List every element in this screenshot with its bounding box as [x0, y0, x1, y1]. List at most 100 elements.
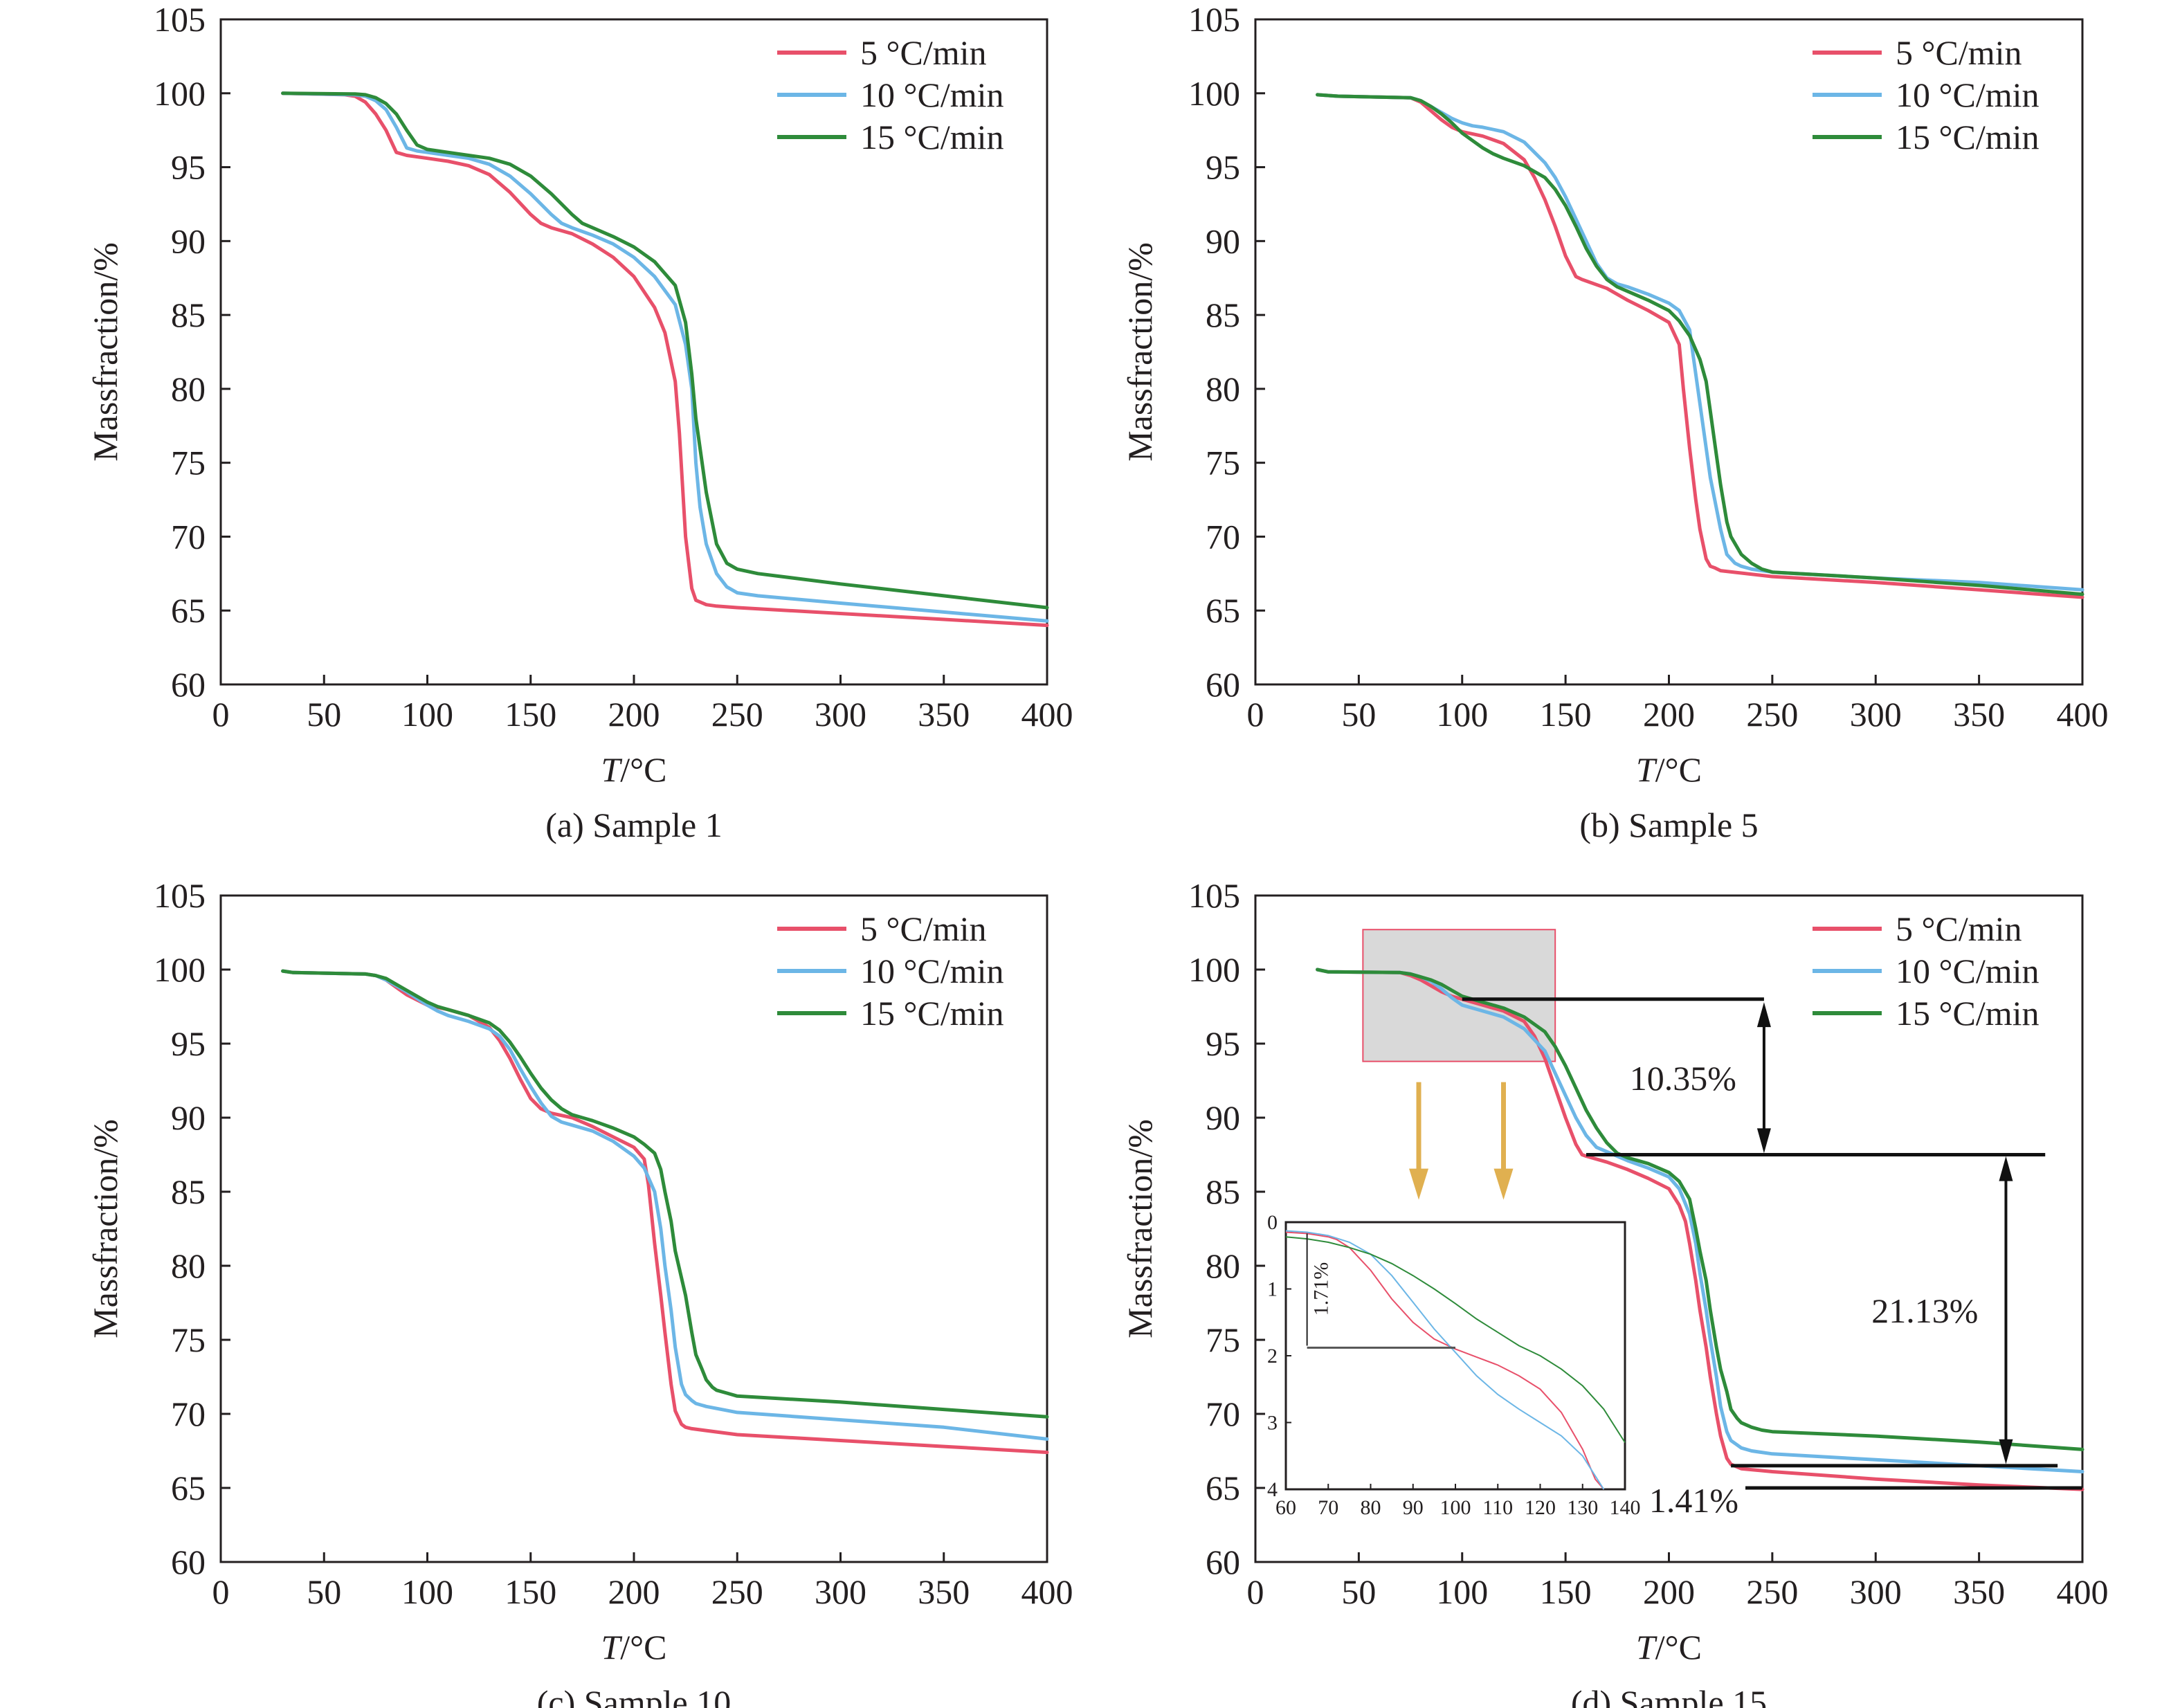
- inset-x-tick-label: 90: [1403, 1496, 1424, 1519]
- y-tick-label: 70: [171, 517, 206, 556]
- y-tick-label: 90: [1206, 221, 1240, 260]
- y-tick-label: 95: [171, 1024, 206, 1063]
- y-tick-label: 60: [171, 1543, 206, 1581]
- x-tick-label: 200: [1643, 1572, 1695, 1611]
- y-tick-label: 65: [1206, 1469, 1240, 1507]
- inset-series-line-1: [1285, 1231, 1605, 1490]
- inset-x-tick-label: 110: [1482, 1496, 1513, 1519]
- measure-arrow-head-bottom: [1756, 1128, 1771, 1154]
- legend-label: 15 °C/min: [860, 994, 1004, 1033]
- series-line-3: [281, 91, 1049, 610]
- y-tick-label: 80: [171, 1246, 206, 1285]
- y-tick-label: 105: [154, 876, 206, 915]
- y-tick-label: 75: [1206, 1320, 1240, 1359]
- legend-label: 15 °C/min: [860, 118, 1004, 156]
- x-tick-label: 250: [1746, 695, 1798, 734]
- y-tick-label: 70: [1206, 1394, 1240, 1433]
- inset-x-tick-label: 100: [1440, 1496, 1471, 1519]
- x-tick-label: 250: [1746, 1572, 1798, 1611]
- y-tick-label: 105: [154, 0, 206, 39]
- y-tick-label: 75: [171, 444, 206, 482]
- inset-frame: [1284, 1221, 1626, 1491]
- panel-c: 0 50 100 150 200 250 300 350 400 60 65 70 75 80 85 90 95…: [86, 876, 1073, 1708]
- series-line-2: [1316, 967, 2084, 1473]
- y-tick-label: 65: [1206, 591, 1240, 630]
- x-tick-label: 100: [401, 695, 453, 734]
- y-tick-label: 80: [1206, 370, 1240, 408]
- y-tick-label: 65: [171, 1469, 206, 1507]
- series-line-3: [281, 969, 1049, 1419]
- measure-arrow-head-top: [1999, 1156, 2013, 1181]
- series-line-1: [281, 91, 1049, 628]
- y-axis-label: Massfraction/%: [1120, 1119, 1159, 1338]
- y-tick-label: 85: [1206, 1172, 1240, 1211]
- legend-label: 10 °C/min: [860, 952, 1004, 990]
- y-tick-label: 85: [1206, 296, 1240, 334]
- zoom-arrow-head: [1493, 1168, 1514, 1200]
- y-tick-label: 95: [1206, 1024, 1240, 1063]
- y-tick-label: 100: [1188, 74, 1240, 113]
- series-line-2: [281, 969, 1049, 1441]
- y-tick-label: 90: [1206, 1098, 1240, 1137]
- y-axis-label: Massfraction/%: [1120, 242, 1159, 462]
- legend-label: 10 °C/min: [860, 75, 1004, 114]
- x-tick-label: 0: [1247, 1572, 1264, 1611]
- x-tick-label: 350: [918, 1572, 970, 1611]
- x-tick-label: 100: [1436, 695, 1488, 734]
- inset-y-tick-label: 1: [1267, 1278, 1278, 1301]
- series-line-3: [1316, 967, 2084, 1451]
- x-tick-label: 300: [1850, 1572, 1902, 1611]
- series-line-2: [1316, 93, 2084, 592]
- x-tick-label: 400: [1021, 695, 1073, 734]
- y-tick-label: 75: [171, 1320, 206, 1359]
- x-axis-label: T/°C: [601, 750, 666, 789]
- x-tick-label: 200: [608, 1572, 660, 1611]
- x-tick-label: 50: [307, 1572, 341, 1611]
- y-axis-label: Massfraction/%: [86, 242, 125, 462]
- panel-caption: (c) Sample 10: [537, 1683, 731, 1708]
- x-axis-label: T/°C: [1636, 1628, 1702, 1666]
- panel-b: 0 50 100 150 200 250 300 350 400 60 65 70 75 80 85 90 95…: [1120, 0, 2109, 844]
- inset-y-tick-label: 2: [1267, 1345, 1278, 1368]
- inset-x-tick-label: 60: [1275, 1496, 1296, 1519]
- x-tick-label: 400: [2057, 1572, 2109, 1611]
- panel-d: 0 50 100 150 200 250 300 350 400 60 65 70 75 80 85 90 95…: [1120, 876, 2109, 1708]
- legend-label: 10 °C/min: [1896, 75, 2040, 114]
- x-tick-label: 200: [1643, 695, 1695, 734]
- x-tick-label: 300: [815, 695, 866, 734]
- inset-measure-label: 1.71%: [1310, 1262, 1333, 1316]
- series-line-3: [1316, 93, 2084, 597]
- y-tick-label: 85: [171, 1172, 206, 1211]
- y-tick-label: 60: [1206, 1543, 1240, 1581]
- panel-caption: (b) Sample 5: [1579, 806, 1758, 844]
- x-tick-label: 150: [505, 1572, 556, 1611]
- measure-label: 21.13%: [1871, 1291, 1978, 1330]
- legend-label: 5 °C/min: [1896, 909, 2022, 948]
- y-tick-label: 85: [171, 296, 206, 334]
- x-tick-label: 300: [1850, 695, 1902, 734]
- y-tick-label: 105: [1188, 876, 1240, 915]
- y-tick-label: 70: [1206, 517, 1240, 556]
- x-tick-label: 0: [1247, 695, 1264, 734]
- series-line-1: [1316, 93, 2084, 599]
- x-tick-label: 0: [212, 1572, 230, 1611]
- series-line-1: [281, 969, 1049, 1455]
- x-tick-label: 250: [711, 695, 763, 734]
- x-tick-label: 150: [1540, 1572, 1592, 1611]
- x-tick-label: 100: [401, 1572, 453, 1611]
- y-tick-label: 80: [1206, 1246, 1240, 1285]
- inset-x-tick-label: 140: [1610, 1496, 1641, 1519]
- inset-y-tick-label: 4: [1267, 1478, 1278, 1501]
- y-tick-label: 95: [1206, 148, 1240, 187]
- inset-x-tick-label: 70: [1318, 1496, 1338, 1519]
- y-tick-label: 100: [154, 74, 206, 113]
- y-tick-label: 60: [171, 665, 206, 704]
- y-tick-label: 75: [1206, 444, 1240, 482]
- legend-label: 5 °C/min: [860, 33, 987, 72]
- inset-y-tick-label: 3: [1267, 1412, 1278, 1435]
- y-tick-label: 100: [154, 950, 206, 989]
- x-axis-label-unit: /°C: [1655, 1628, 1702, 1666]
- x-axis-label-unit: /°C: [620, 750, 666, 789]
- x-tick-label: 150: [1540, 695, 1592, 734]
- legend-label: 15 °C/min: [1896, 118, 2040, 156]
